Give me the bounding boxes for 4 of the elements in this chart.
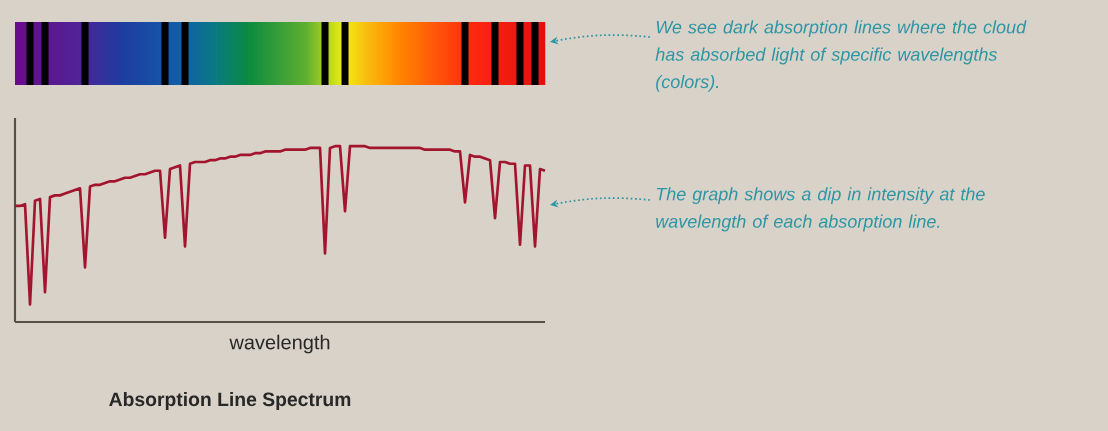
text: The graph shows a dip in intensity at the wavelength of each absorption line. (656, 187, 985, 232)
text: Absorption Line Spectrum (109, 391, 351, 410)
x-axis-title: wavelength (229, 334, 330, 354)
text: We see dark absorption lines where the cloud has absorbed light of specific wavelengths (colors). (655, 20, 1027, 92)
